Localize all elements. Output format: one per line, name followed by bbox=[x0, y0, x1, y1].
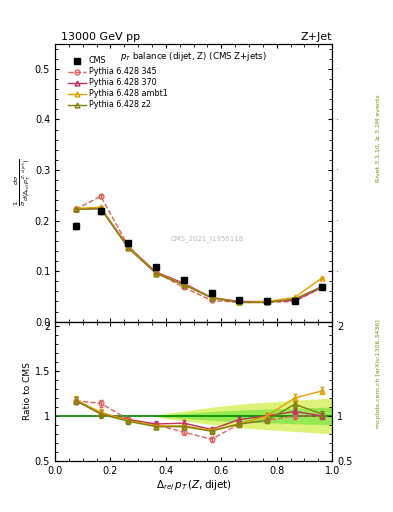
Text: Z+Jet: Z+Jet bbox=[301, 32, 332, 42]
Y-axis label: $\frac{1}{\sigma}\frac{d\sigma}{d(\Delta_{rel}\,p_T^{Z,\,dijet})}$: $\frac{1}{\sigma}\frac{d\sigma}{d(\Delta… bbox=[13, 159, 33, 206]
Legend: CMS, Pythia 6.428 345, Pythia 6.428 370, Pythia 6.428 ambt1, Pythia 6.428 z2: CMS, Pythia 6.428 345, Pythia 6.428 370,… bbox=[64, 53, 171, 113]
Text: CMS_2021_I1956118: CMS_2021_I1956118 bbox=[171, 235, 244, 242]
Text: 13000 GeV pp: 13000 GeV pp bbox=[61, 32, 140, 42]
Y-axis label: Ratio to CMS: Ratio to CMS bbox=[23, 362, 32, 420]
Text: $p_T$ balance (dijet, Z) (CMS Z+jets): $p_T$ balance (dijet, Z) (CMS Z+jets) bbox=[120, 51, 267, 63]
Text: mcplots.cern.ch [arXiv:1306.3436]: mcplots.cern.ch [arXiv:1306.3436] bbox=[376, 319, 381, 428]
Text: Rivet 3.1.10, ≥ 3.2M events: Rivet 3.1.10, ≥ 3.2M events bbox=[376, 94, 381, 182]
X-axis label: $\Delta_{rel}\,p_T\,(Z,\mathrm{dijet})$: $\Delta_{rel}\,p_T\,(Z,\mathrm{dijet})$ bbox=[156, 478, 231, 493]
